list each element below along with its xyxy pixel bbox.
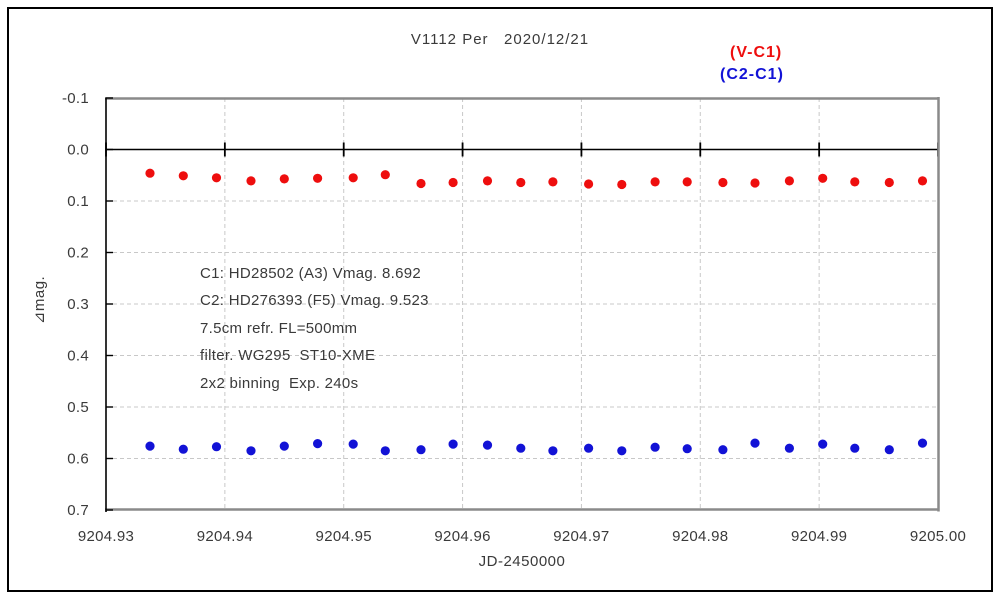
legend-item-c2-c1: (C2-C1) (720, 66, 784, 83)
data-point (279, 174, 289, 184)
data-point (482, 176, 493, 186)
data-point (584, 443, 594, 453)
data-point (380, 446, 390, 456)
x-tick-label: 9205.00 (910, 528, 966, 545)
data-point (348, 439, 358, 449)
data-point (145, 441, 155, 451)
data-point (380, 170, 390, 180)
chart-title: V1112 Per 2020/12/21 (410, 31, 590, 48)
data-point (516, 177, 526, 188)
data-point (917, 176, 928, 186)
data-point (178, 171, 188, 181)
annotation-line-c1: C1: HD28502 (A3) Vmag. 8.692 (200, 265, 422, 282)
data-point (617, 179, 627, 190)
data-point (682, 444, 692, 454)
data-point (584, 179, 594, 189)
y-tick-label: 0.4 (67, 348, 89, 365)
outer-border (7, 7, 993, 592)
data-point (313, 439, 323, 449)
data-point (416, 178, 426, 189)
data-point (650, 177, 660, 187)
x-tick-label: 9204.94 (197, 528, 253, 545)
annotation-line-telescope: 7.5cm refr. FL=500mm (200, 319, 358, 337)
y-tick-label: 0.6 (67, 451, 89, 468)
annotation-block: C1: HD28502 (A3) Vmag. 8.692 C2: HD27639… (200, 260, 429, 397)
data-point (482, 440, 493, 450)
x-tick-label: 9204.97 (553, 528, 609, 545)
data-point (279, 441, 289, 451)
data-point (313, 173, 323, 183)
y-tick-label: 0.2 (67, 245, 89, 262)
data-point (617, 446, 627, 456)
data-point (348, 173, 358, 183)
annotation-line-c2: C2: HD276393 (F5) Vmag. 9.523 (200, 292, 429, 310)
annotation-line-filter: filter. WG295 ST10-XME (200, 347, 376, 365)
legend-item-v-c1: (V-C1) (730, 44, 783, 61)
data-point (448, 439, 458, 449)
y-tick-label: 0.0 (67, 142, 89, 159)
data-point (548, 446, 558, 456)
data-point (211, 173, 222, 183)
data-point (178, 444, 188, 454)
data-point (448, 177, 458, 188)
x-tick-label: 9204.96 (434, 528, 490, 545)
x-tick-label: 9204.95 (316, 528, 372, 545)
data-point (682, 177, 692, 187)
x-tick-label: 9204.93 (78, 528, 134, 545)
annotation-line-binning: 2x2 binning Exp. 240s (200, 374, 359, 392)
data-point (784, 176, 795, 186)
y-tick-label: 0.1 (67, 193, 89, 210)
y-tick-label: -0.1 (62, 90, 89, 107)
data-point (850, 443, 860, 453)
y-tick-label: 0.3 (67, 296, 89, 313)
data-point (718, 177, 728, 188)
data-point (211, 442, 222, 452)
data-point (718, 445, 728, 455)
data-point (650, 442, 660, 452)
data-point (145, 168, 155, 178)
data-point (884, 445, 894, 455)
data-point (818, 439, 828, 449)
x-tick-label: 9204.98 (672, 528, 728, 545)
data-point (516, 443, 526, 453)
data-point (784, 443, 795, 453)
data-point (416, 445, 426, 455)
x-tick-label: 9204.99 (791, 528, 847, 545)
data-point (750, 178, 760, 188)
data-point (884, 177, 894, 188)
data-point (246, 446, 256, 456)
data-point (917, 438, 928, 448)
data-point (246, 176, 256, 186)
data-point (850, 177, 860, 187)
y-tick-label: 0.5 (67, 399, 89, 416)
y-axis-title: ⊿mag. (31, 275, 48, 325)
data-point (818, 173, 828, 183)
data-point (548, 177, 558, 187)
y-tick-label: 0.7 (67, 502, 89, 519)
x-axis-title: JD-2450000 (478, 553, 566, 570)
data-point (750, 438, 760, 448)
